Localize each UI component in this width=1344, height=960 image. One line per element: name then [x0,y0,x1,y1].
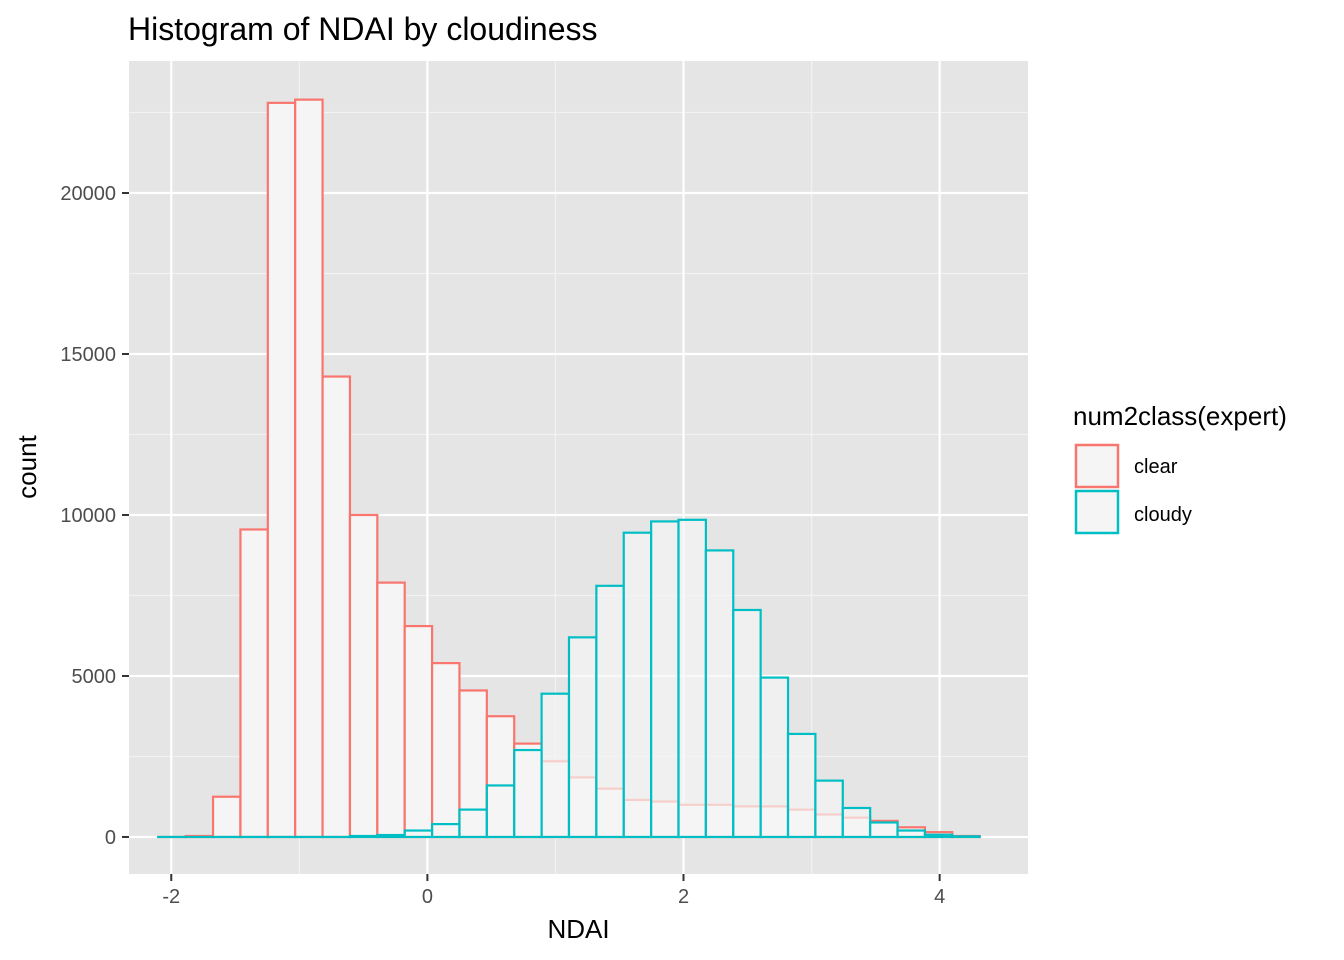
bars-cloudy [157,518,981,839]
x-tick-label: 0 [422,886,433,908]
histogram-bar-clear [430,662,461,839]
histogram-bar-cloudy [677,518,707,839]
legend: num2class(expert) clear cloudy [1073,401,1287,535]
y-tick-label: 10000 [60,505,116,527]
histogram-bar-cloudy [403,829,434,839]
histogram-bar-cloudy [650,520,680,839]
legend-key-cloudy [1074,489,1120,535]
histogram-bar-clear [321,375,352,839]
legend-key-clear [1074,443,1120,489]
histogram-bar-cloudy [869,821,899,839]
histogram-bar-cloudy [513,748,543,839]
y-tick-label: 0 [105,827,116,849]
histogram-bar-cloudy [814,779,844,839]
histogram-bar-cloudy [567,636,598,839]
histogram-bar-clear [403,624,434,839]
x-tick-label: 4 [934,886,945,908]
histogram-bar-cloudy [896,829,927,839]
legend-label-cloudy: cloudy [1134,504,1192,526]
histogram-bar-cloudy [458,808,488,839]
histogram-bar-cloudy [348,834,379,839]
histogram-bar-clear [239,528,269,839]
histogram-bar-cloudy [841,806,872,839]
histogram-bar-cloudy [923,833,954,839]
y-tick-label: 5000 [72,666,117,688]
histogram-bar-cloudy [732,608,762,839]
histogram-bar-cloudy [622,531,653,839]
legend-title: num2class(expert) [1073,401,1287,431]
legend-label-clear: clear [1134,456,1178,478]
y-axis-title: count [12,434,42,498]
y-tick-label: 20000 [60,183,116,205]
histogram-bar-cloudy [759,676,790,839]
y-tick-label: 15000 [60,344,116,366]
histogram-bar-cloudy [485,784,516,839]
histogram-bar-cloudy [430,822,461,839]
x-tick-label: 2 [678,886,689,908]
axis-ticks [122,192,941,881]
histogram-bar-clear [376,581,406,839]
x-axis-title: NDAI [547,914,609,944]
x-tick-labels: -2 0 2 4 [162,886,945,908]
histogram-bar-cloudy [540,692,571,839]
histogram-bar-cloudy [376,833,406,839]
histogram-bar-cloudy [704,549,735,839]
histogram-bar-clear [348,513,379,839]
histogram-bar-clear [211,795,242,839]
histogram-bar-cloudy [951,835,981,839]
histogram-bar-cloudy [595,584,625,839]
histogram-bar-clear [266,101,297,839]
chart-title: Histogram of NDAI by cloudiness [128,11,598,47]
histogram-bar-clear [294,98,324,839]
histogram-bar-cloudy [786,732,817,839]
y-tick-labels: 0 5000 10000 15000 20000 [60,183,116,849]
x-tick-label: -2 [162,886,180,908]
